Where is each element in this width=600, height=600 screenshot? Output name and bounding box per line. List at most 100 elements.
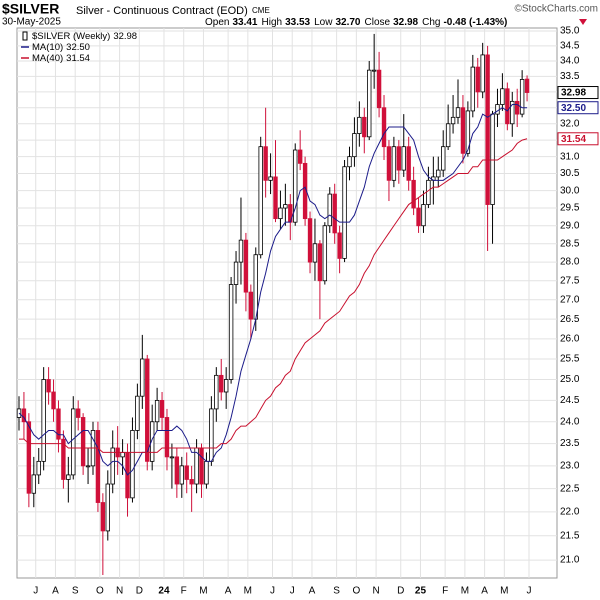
candle-body <box>337 232 342 259</box>
legend-entry: MA(40) 31.54 <box>32 53 90 64</box>
candle-body <box>381 107 387 148</box>
y-tick-label: 21.5 <box>560 530 580 541</box>
stat-value: 32.70 <box>335 17 360 28</box>
y-tick-label: 24.0 <box>560 416 580 427</box>
ohlc-stats: Open 33.41 High 33.53 Low 32.70 Close 32.98 Chg -… <box>205 17 507 28</box>
candle-body <box>149 421 155 462</box>
candle-body <box>416 207 421 227</box>
candle-body <box>391 146 397 181</box>
x-tick-label: A <box>225 586 232 597</box>
candle-body <box>228 284 234 380</box>
candle-body <box>317 243 323 282</box>
candle-body <box>61 438 66 480</box>
candle-body <box>154 400 160 423</box>
candle-body <box>307 218 313 263</box>
candle-body <box>95 430 101 503</box>
x-tick-label: M <box>199 586 207 597</box>
y-tick-label: 32.0 <box>560 118 580 129</box>
x-tick-label: A <box>309 586 316 597</box>
y-tick-label: 34.5 <box>560 41 580 52</box>
candle-body <box>85 465 91 468</box>
candle-body <box>145 358 150 462</box>
x-tick-label: M <box>461 586 469 597</box>
candle-body <box>80 417 86 467</box>
y-tick-label: 35.0 <box>560 26 580 37</box>
candle-body <box>490 113 495 205</box>
candle-body <box>347 156 352 168</box>
labels: 21.0 21.5 22.0 22.5 23.0 23.5 24.0 24.5 25.0 25.5… <box>21 26 599 597</box>
stat-value: 32.98 <box>393 17 418 28</box>
plot-border <box>16 27 558 579</box>
stat-label: Low <box>314 17 333 28</box>
copyright: ©StockCharts.com <box>514 4 598 15</box>
instrument-name: Silver - Continuous Contract (EOD) <box>76 5 248 17</box>
candle-body <box>140 358 145 397</box>
x-tick-label: O <box>96 586 104 597</box>
candle-body <box>445 123 451 148</box>
stat-label: Open <box>205 17 229 28</box>
candle-body <box>441 146 446 171</box>
x-tick-label: S <box>333 586 340 597</box>
x-tick-label: J <box>33 586 38 597</box>
candle-body <box>179 465 184 485</box>
candle-body <box>475 66 480 93</box>
candle-body <box>362 116 367 138</box>
x-tick-label: 24 <box>158 586 170 597</box>
x-tick-label: A <box>481 586 488 597</box>
candle-body <box>450 116 456 125</box>
candle-body <box>219 374 224 393</box>
candle-body <box>248 291 254 320</box>
candle-body <box>71 408 76 476</box>
candle-body <box>510 100 515 125</box>
x-tick-label: M <box>500 586 508 597</box>
legend-name: MA(40) <box>32 53 63 64</box>
y-tick-label: 30.5 <box>560 168 580 179</box>
stat-value: 33.41 <box>232 17 257 28</box>
candle-body <box>189 479 194 485</box>
candle-body <box>495 104 500 115</box>
stat-label: Close <box>365 17 391 28</box>
legend-name: $SILVER (Weekly) <box>32 31 110 42</box>
candle-body <box>283 204 288 209</box>
candle-body <box>406 146 411 181</box>
y-tick-label: 26.5 <box>560 314 580 325</box>
candle-body <box>110 447 115 485</box>
legend-name: MA(10) <box>32 42 63 53</box>
candle-body <box>460 107 466 154</box>
x-tick-label: N <box>116 586 123 597</box>
y-tick-label: 29.0 <box>560 220 580 231</box>
x-tick-label: J <box>270 586 275 597</box>
candle-body <box>357 116 362 134</box>
y-tick-label: 33.5 <box>560 71 580 82</box>
candle-body <box>26 421 32 494</box>
x-tick-label: N <box>372 586 379 597</box>
candle-body <box>401 146 406 171</box>
candle-body <box>233 261 239 285</box>
candle-body <box>159 400 165 418</box>
x-tick-label: D <box>136 586 143 597</box>
x-tick-label: M <box>244 586 252 597</box>
candle-body <box>31 474 36 494</box>
candle-body <box>268 176 273 181</box>
candle-body <box>505 88 510 125</box>
y-tick-label: 27.0 <box>560 294 580 305</box>
x-tick-label: J <box>290 586 295 597</box>
last-value-box <box>557 101 599 115</box>
candle-body <box>169 456 175 459</box>
legend-swatch <box>22 31 28 41</box>
candle-body <box>243 239 249 293</box>
x-tick-label: J <box>527 586 532 597</box>
ticker: $SILVER <box>2 1 59 17</box>
candle-body <box>209 408 214 462</box>
y-tick-label: 25.5 <box>560 354 580 365</box>
y-tick-label: 34.0 <box>560 56 580 67</box>
candle-body <box>204 460 209 485</box>
x-tick-label: 25 <box>415 586 427 597</box>
candle-body <box>100 502 106 532</box>
legend-entry: $SILVER (Weekly) 32.98 <box>32 31 137 42</box>
candle-body <box>396 146 402 171</box>
candle-body <box>199 447 204 485</box>
last-value-box <box>557 132 599 146</box>
candle-body <box>470 66 476 112</box>
candle-body <box>75 408 81 418</box>
